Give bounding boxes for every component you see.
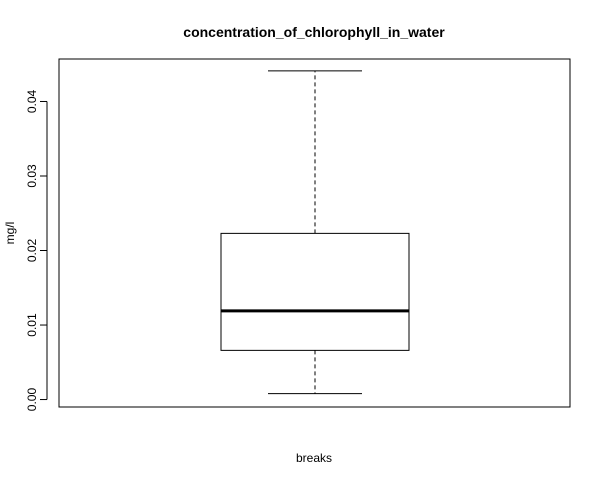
box-plot [220,70,410,395]
iqr-box [220,232,410,351]
x-axis-label: breaks [296,451,332,465]
y-axis: 0.00 0.01 0.02 0.03 0.04 [25,89,48,412]
plot-frame [58,58,571,408]
y-axis-label: mg/l [3,222,17,245]
y-tick-label: 0.00 [25,388,39,412]
y-tick-label: 0.01 [25,313,39,337]
y-tick-label: 0.04 [25,89,39,113]
y-tick-label: 0.02 [25,239,39,263]
chart-title: concentration_of_chlorophyll_in_water [183,24,445,40]
y-tick-label: 0.03 [25,164,39,188]
